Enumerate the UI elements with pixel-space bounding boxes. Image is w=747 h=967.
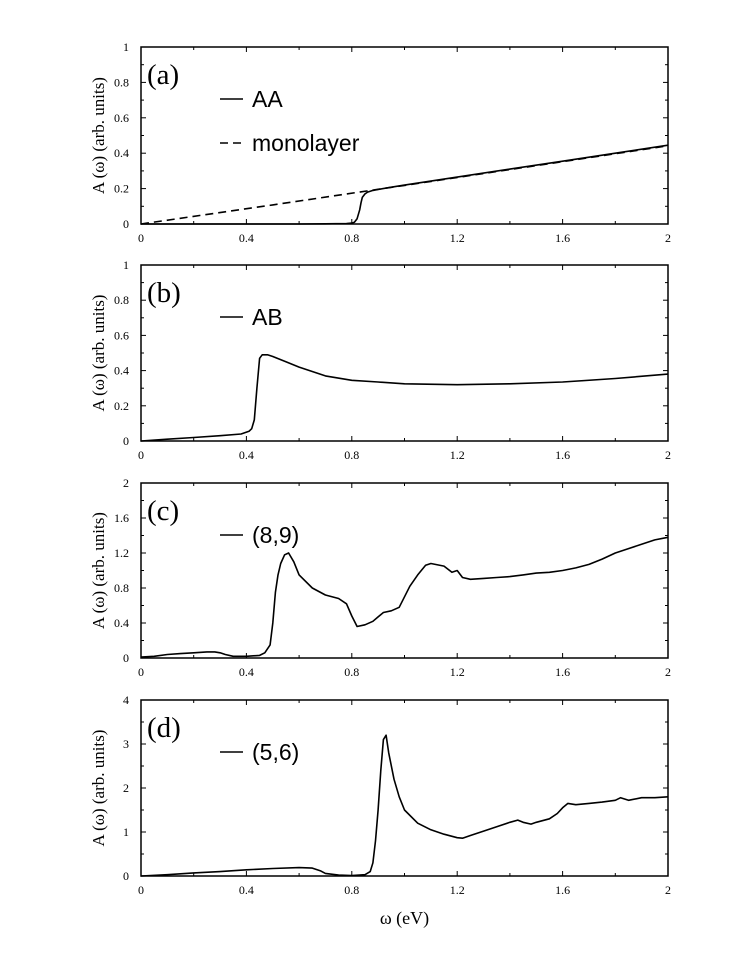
x-tick-label: 2 [665,231,671,245]
x-tick-label: 1.2 [450,665,465,679]
y-tick-label: 0.6 [114,328,129,342]
series-line-monolayer [140,145,669,225]
y-tick-label: 0 [123,869,129,883]
y-tick-label: 1 [123,40,129,54]
x-tick-label: 1.6 [555,883,570,897]
panel-d: 0 1 2 3 4 0 0.4 0.8 1.2 1.6 2 A (ω) (arb. units) ω (… [89,693,671,929]
plot-frame [140,264,669,442]
y-tick-label: 1.2 [114,546,129,560]
y-tick-label: 2 [123,781,129,795]
y-tick-label: 2 [123,476,129,490]
series-line-8-9 [140,536,669,658]
x-tick-label: 1.6 [555,665,570,679]
x-tick-label: 1.2 [450,231,465,245]
x-tick-label: 1.6 [555,448,570,462]
x-tick-label: 0.4 [239,231,254,245]
y-tick-label: 1 [123,825,129,839]
y-tick-label: 0 [123,651,129,665]
plot-frame [140,482,669,659]
x-tick-label: 0 [138,665,144,679]
y-tick-label: 0.4 [114,146,129,160]
y-axis-label: A (ω) (arb. units) [89,512,108,629]
series-line-AB [140,353,669,442]
x-tick-label: 0.8 [344,665,359,679]
legend-label: monolayer [252,130,360,156]
x-tick-label: 0.4 [239,883,254,897]
x-tick-label: 0 [138,448,144,462]
y-tick-label: 0.2 [114,182,129,196]
y-tick-label: 0 [123,217,129,231]
plot-frame [140,699,669,877]
x-tick-label: 0 [138,231,144,245]
panel-c: 0 0.4 0.8 1.2 1.6 2 0 0.4 0.8 1.2 1.6 2 A (ω) (arb. … [89,476,671,679]
legend-label: (8,9) [252,522,299,548]
x-tick-label: 2 [665,665,671,679]
y-axis-label: A (ω) (arb. units) [89,295,108,412]
x-tick-label: 0.4 [239,448,254,462]
panel-tag: (d) [147,712,181,744]
y-tick-label: 4 [123,693,129,707]
y-tick-label: 0.4 [114,364,129,378]
y-tick-label: 1.6 [114,511,129,525]
x-tick-label: 0 [138,883,144,897]
y-tick-label: 0.4 [114,616,129,630]
y-axis-label: A (ω) (arb. units) [89,77,108,194]
y-tick-label: 0.6 [114,111,129,125]
x-tick-label: 0.8 [344,231,359,245]
x-tick-label: 2 [665,883,671,897]
x-tick-label: 0.8 [344,448,359,462]
x-tick-label: 0.8 [344,883,359,897]
panel-tag: (a) [147,59,179,91]
legend-label: AB [252,304,283,330]
x-tick-label: 1.6 [555,231,570,245]
legend-label: (5,6) [252,739,299,765]
panel-tag: (b) [147,277,181,309]
panel-b: 0 0.2 0.4 0.6 0.8 1 0 0.4 0.8 1.2 1.6 2 A (ω) (arb. … [89,258,671,462]
y-tick-label: 3 [123,737,129,751]
x-tick-label: 2 [665,448,671,462]
y-axis-label: A (ω) (arb. units) [89,730,108,847]
series-line-AA [141,144,669,225]
y-tick-label: 0.8 [114,75,129,89]
x-tick-label: 1.2 [450,883,465,897]
y-tick-label: 0.2 [114,399,129,413]
y-tick-label: 0 [123,434,129,448]
series-line-5-6 [140,734,669,877]
x-tick-label: 1.2 [450,448,465,462]
y-tick-label: 0.8 [114,293,129,307]
x-tick-label: 0.4 [239,665,254,679]
plot-frame [140,46,669,225]
panel-tag: (c) [147,495,179,527]
y-tick-label: 0.8 [114,581,129,595]
panel-a: 0 0.2 0.4 0.6 0.8 1 0 0.4 0.8 1.2 1.6 2 A (ω) (arb. … [89,40,671,245]
x-axis-label: ω (eV) [380,908,429,929]
y-tick-label: 1 [123,258,129,272]
legend-label: AA [252,86,283,112]
